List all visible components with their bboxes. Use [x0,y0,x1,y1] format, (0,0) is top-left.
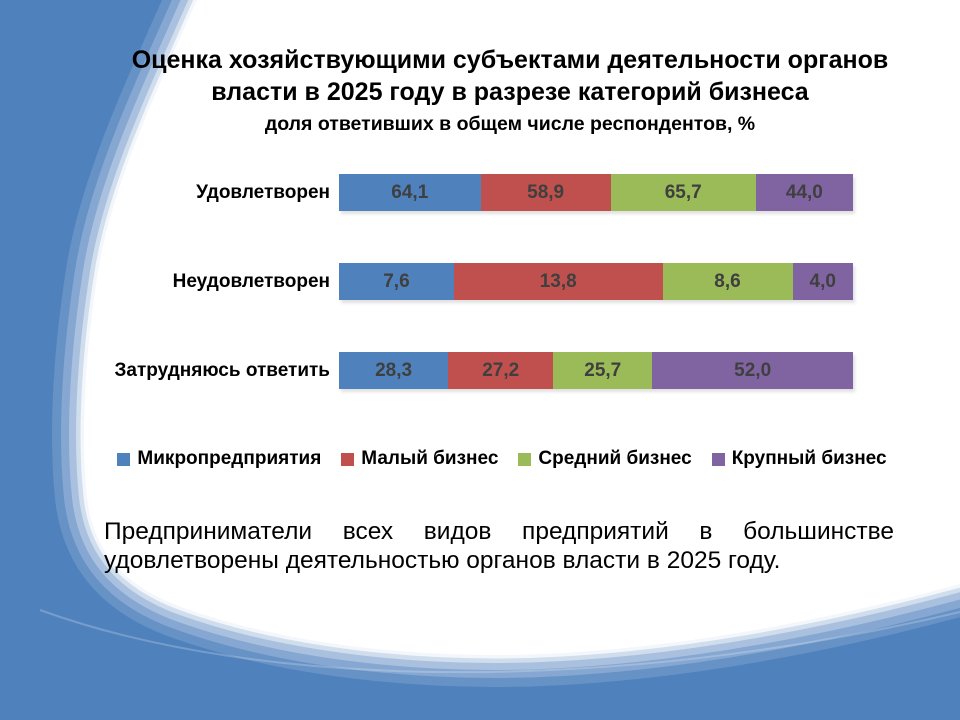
bar-value-label: 58,9 [527,181,565,203]
bar-value-label: 52,0 [734,359,772,381]
legend-item: Микропредприятия [117,448,321,470]
bar-value-label: 13,8 [539,270,577,292]
bar-segment: 28,3 [339,352,449,389]
bar-value-label: 27,2 [482,359,520,381]
commentary-text: Предприниматели всех видов предприятий в… [104,518,894,574]
bar-value-label: 28,3 [375,359,413,381]
legend-label: Малый бизнес [361,448,499,469]
bar-segment: 7,6 [339,263,454,300]
category-label: Затрудняюсь ответить [114,359,330,381]
chart-row: Затрудняюсь ответить 28,3 27,2 25,7 52,0 [0,352,960,389]
swoosh-hairline-bottom [39,609,960,674]
chart-row: Неудовлетворен 7,6 13,8 8,6 4,0 [0,263,960,300]
chart: Удовлетворен 64,1 58,9 65,7 44,0 Неудовлетвор… [0,174,960,441]
bar-segment: 27,2 [448,352,554,389]
legend-item: Крупный бизнес [711,448,887,470]
bar-value-label: 4,0 [809,270,836,292]
swoosh-hairline-top [133,0,225,263]
legend-swatch-icon [117,453,131,466]
slide-subtitle: доля ответивших в общем числе респондент… [264,113,756,135]
legend-swatch-icon [341,453,355,466]
legend-label: Микропредприятия [137,448,322,469]
stacked-bar: 7,6 13,8 8,6 4,0 [339,263,853,300]
title-line-2: власти в 2025 году в разрезе категорий б… [211,78,809,106]
bar-segment: 8,6 [662,263,793,300]
legend-swatch-icon [711,453,725,466]
bar-value-label: 65,7 [664,181,702,203]
legend-label: Средний бизнес [538,448,692,469]
legend-label: Крупный бизнес [731,448,887,469]
chart-legend: Микропредприятия Малый бизнес Средний бизн… [22,448,960,470]
bar-value-label: 44,0 [785,181,823,203]
category-label: Удовлетворен [196,181,330,203]
bar-value-label: 7,6 [383,270,410,292]
legend-item: Средний бизнес [518,448,692,470]
stacked-bar: 28,3 27,2 25,7 52,0 [339,352,853,389]
stacked-bar: 64,1 58,9 65,7 44,0 [339,174,853,211]
bar-value-label: 25,7 [584,359,622,381]
bar-segment: 13,8 [453,263,663,300]
legend-swatch-icon [518,453,532,466]
category-label: Неудовлетворен [172,270,330,292]
bar-segment: 44,0 [755,174,853,211]
bar-value-label: 8,6 [714,270,741,292]
bar-segment: 65,7 [610,174,756,211]
bar-segment: 52,0 [652,352,853,389]
chart-row: Удовлетворен 64,1 58,9 65,7 44,0 [0,174,960,211]
bar-segment: 4,0 [792,263,853,300]
bar-segment: 58,9 [480,174,611,211]
bar-value-label: 64,1 [391,181,429,203]
legend-item: Малый бизнес [341,448,498,470]
title-line-1: Оценка хозяйствующими субъектами деятель… [131,46,889,74]
slide-title: Оценка хозяйствующими субъектами деятель… [110,44,910,108]
bar-segment: 25,7 [553,352,653,389]
title-block: Оценка хозяйствующими субъектами деятель… [110,44,910,136]
bar-segment: 64,1 [339,174,481,211]
